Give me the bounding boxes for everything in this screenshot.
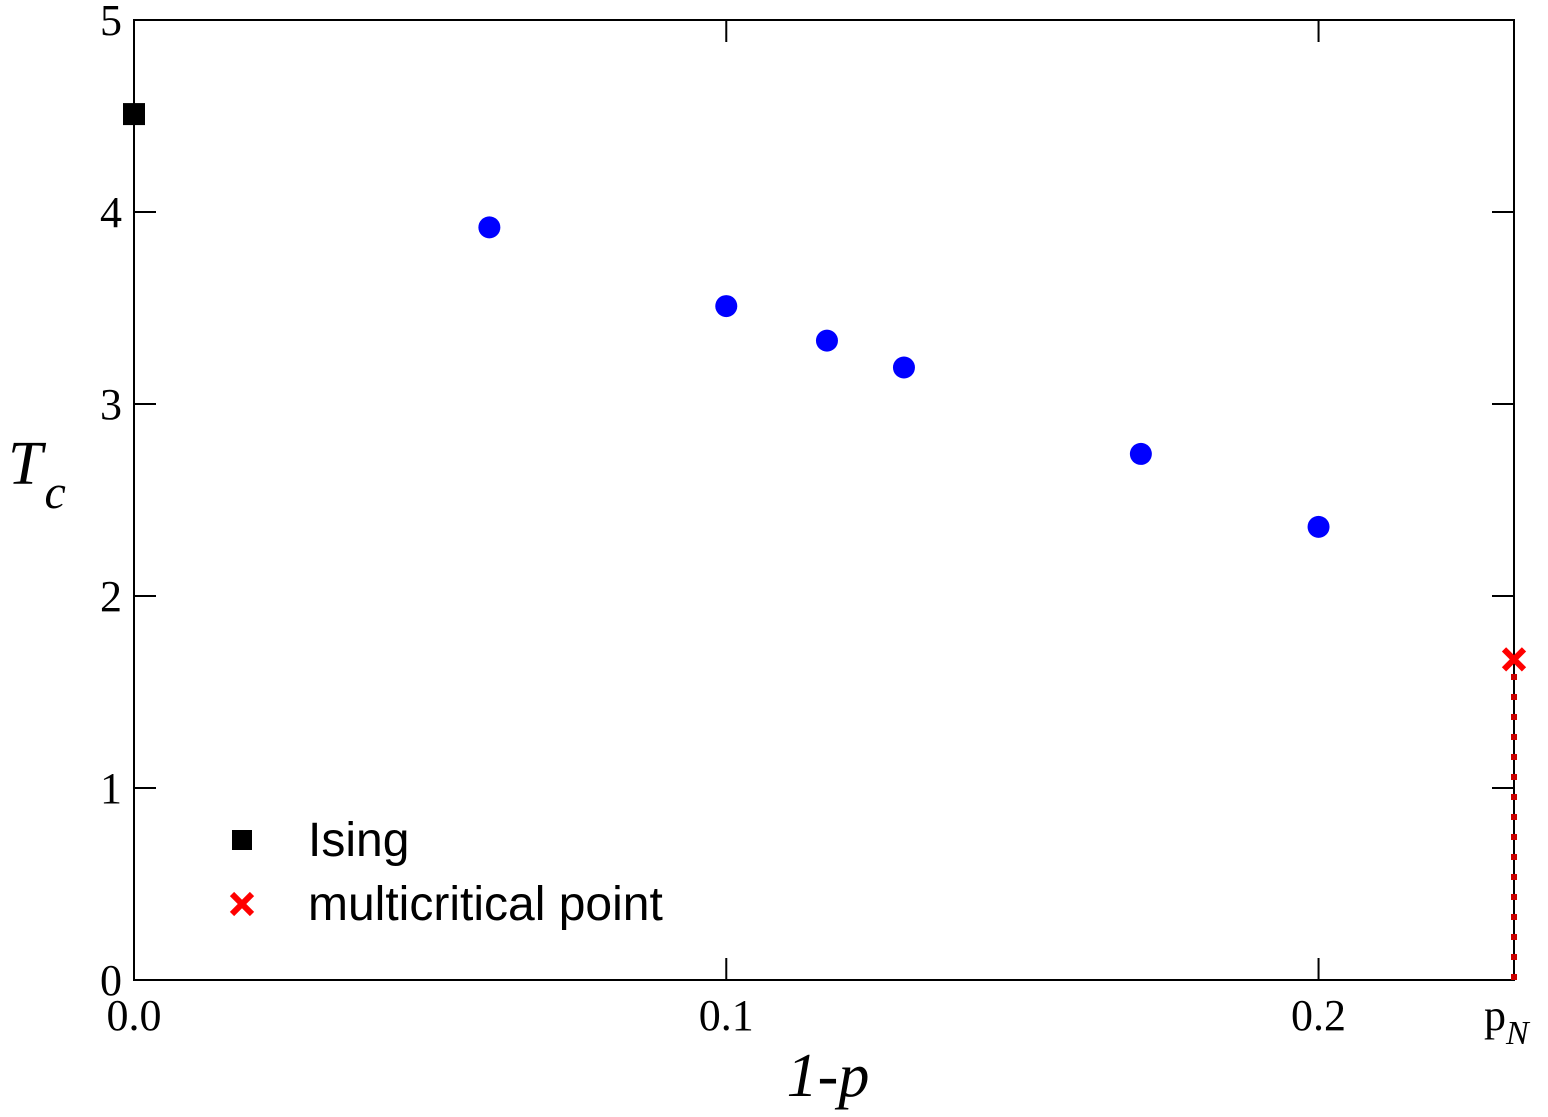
data-point-x-stroke: [1501, 647, 1527, 672]
y-axis-label-sub: c: [44, 466, 65, 519]
legend: Ising multicritical point: [229, 814, 663, 931]
data-point-circle: [815, 329, 838, 352]
data-point-circle: [1307, 515, 1330, 538]
y-axis-label-main: T: [8, 430, 47, 498]
data-point-square: [123, 103, 145, 126]
legend-label: Ising: [308, 814, 409, 867]
x-tick-label-pN: pN: [1484, 991, 1531, 1052]
x-tick-label: 0.2: [1291, 991, 1346, 1040]
data-point-circle: [715, 295, 738, 318]
data-point-x: [1501, 647, 1527, 672]
data-marks: [123, 103, 1527, 980]
y-tick-label: 4: [100, 188, 122, 237]
y-tick-label: 1: [100, 764, 122, 813]
x-axis-label: 1-p: [787, 1042, 870, 1110]
legend-entry: Ising: [232, 814, 409, 867]
data-point-circle: [892, 356, 915, 379]
y-axis-label: Tc: [8, 430, 66, 519]
data-point-circle: [1129, 442, 1152, 465]
x-tick-label-pN-main: p: [1484, 991, 1506, 1040]
y-tick-label: 2: [100, 572, 122, 621]
y-tick-label: 3: [100, 380, 122, 429]
y-tick-label: 5: [100, 0, 122, 45]
legend-entry: multicritical point: [229, 878, 663, 931]
data-point-circle: [478, 216, 501, 239]
labels: Tc 1-p: [8, 430, 869, 1110]
legend-label: multicritical point: [308, 878, 663, 931]
axes: 0.0 0.1 0.2 pN 0 1 2 3 4 5: [100, 0, 1531, 1052]
legend-marker-x: [229, 891, 255, 917]
x-tick-label: 0.1: [699, 991, 754, 1040]
legend-marker-square: [232, 830, 252, 850]
y-tick-label: 0: [100, 956, 122, 1005]
x-tick-label-pN-sub: N: [1505, 1015, 1531, 1052]
plot-frame: [133, 19, 1515, 981]
x-tick-label: 0.0: [107, 991, 162, 1040]
